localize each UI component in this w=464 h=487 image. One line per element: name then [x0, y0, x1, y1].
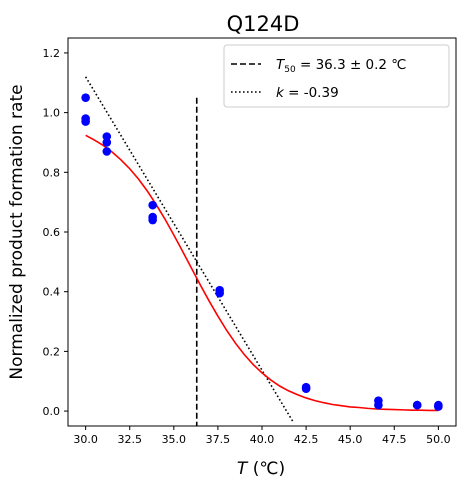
x-axis-label-unit: (℃): [247, 459, 285, 479]
data-point: [81, 93, 90, 102]
x-tick-label: 32.5: [117, 433, 142, 446]
legend: T50 = 36.3 ± 0.2 ℃ k = -0.39: [223, 44, 450, 108]
y-tick-label: 0.6: [43, 226, 61, 239]
data-point: [148, 215, 157, 225]
y-tick-label: 0.8: [43, 166, 61, 179]
y-tick-label: 1.0: [43, 107, 61, 120]
x-tick-label: 35.0: [162, 433, 187, 446]
slope-line: [84, 76, 295, 424]
legend-label-t50: T50 = 36.3 ± 0.2 ℃: [276, 57, 406, 75]
data-point: [301, 384, 311, 393]
y-tick-label: 0.2: [43, 345, 61, 358]
data-point: [102, 132, 112, 141]
y-axis-label: Normalized product formation rate: [7, 84, 27, 379]
x-tick-label: 30.0: [73, 433, 98, 446]
y-tick-label: 1.2: [43, 47, 61, 60]
data-point: [102, 138, 112, 147]
data-point: [81, 117, 90, 126]
data-point: [412, 400, 422, 410]
data-point: [434, 402, 443, 411]
legend-label-slope: k = -0.39: [276, 85, 339, 101]
x-tick-label: 50.0: [426, 433, 451, 446]
plot-area: [81, 76, 443, 426]
x-tick-label: 40.0: [250, 433, 275, 446]
x-tick-label: 47.5: [382, 433, 407, 446]
chart-title: Q124D: [227, 12, 300, 36]
x-axis: 30.0 32.5 35.0 37.5 40.0 42.5 45.0 47.5 50.0: [73, 426, 451, 446]
data-point: [148, 200, 157, 210]
y-tick-label: 0.4: [43, 286, 61, 299]
data-point: [215, 288, 224, 298]
data-point: [374, 400, 383, 410]
y-tick-label: 0.0: [43, 405, 61, 418]
y-axis: 0.0 0.2 0.4 0.6 0.8 1.0 1.2: [43, 47, 68, 418]
x-tick-label: 45.0: [338, 433, 363, 446]
x-axis-label-var: T: [237, 459, 249, 479]
x-tick-label: 42.5: [294, 433, 319, 446]
data-point: [102, 147, 112, 156]
legend-frame: [223, 44, 450, 108]
x-axis-label: T (℃): [237, 459, 285, 479]
x-tick-label: 37.5: [206, 433, 231, 446]
